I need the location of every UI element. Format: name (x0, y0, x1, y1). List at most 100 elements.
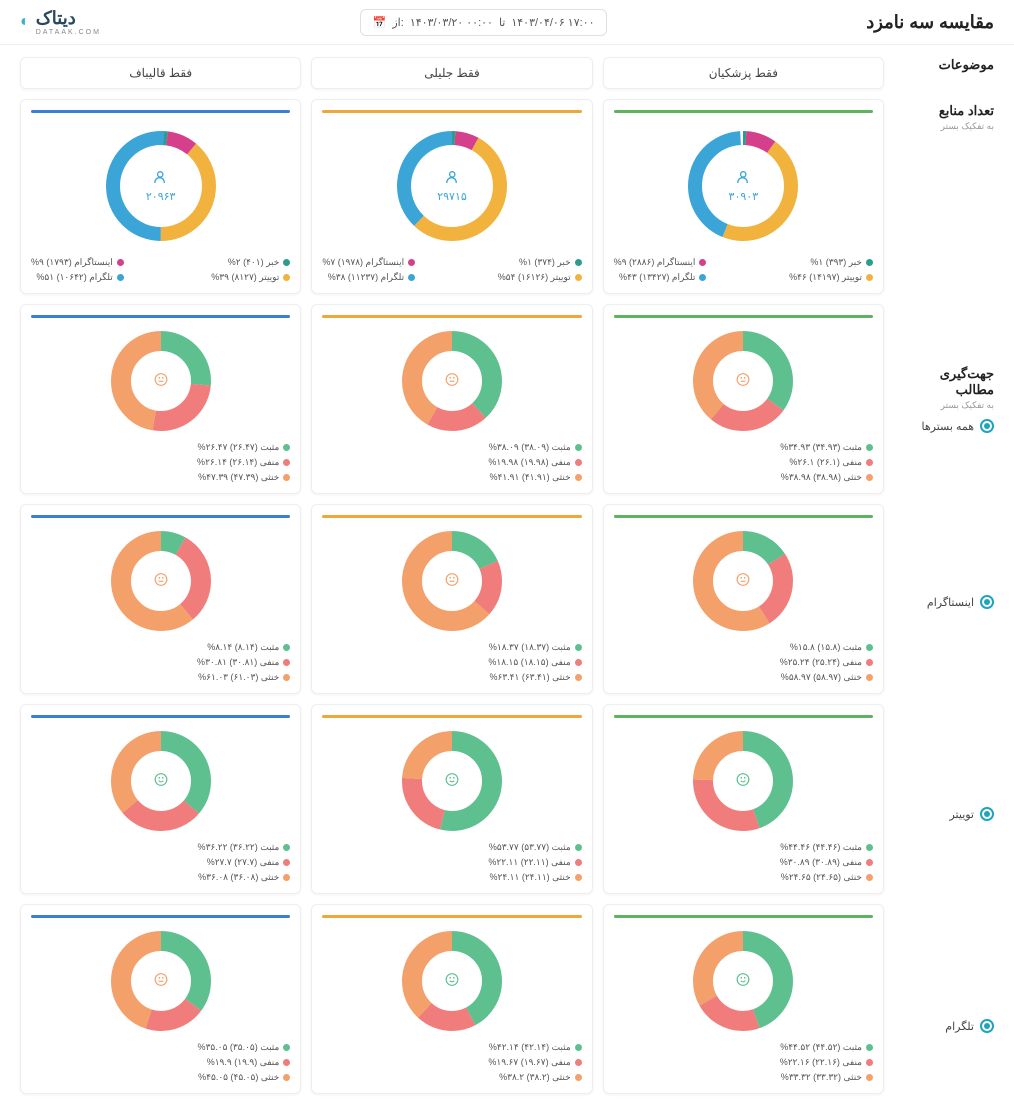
legend-dot-icon (575, 859, 582, 866)
donut-center (154, 573, 168, 590)
legend-dot-icon (283, 874, 290, 881)
legend-item: اینستاگرام (۱۷۹۳) ۹% (31, 257, 124, 268)
radio-instagram[interactable]: اینستاگرام (904, 595, 994, 609)
sentiment-row: مثبت (۱۵.۸) ۱۵.۸%منفی (۲۵.۲۴) ۲۵.۲۴%خنثی… (20, 504, 884, 694)
legend-text: مثبت (۳۶.۲۲) ۳۶.۲۲% (198, 842, 280, 853)
card-accent-bar (31, 715, 290, 718)
donut-wrap: ۲۹۷۱۵ (322, 121, 581, 251)
legend-item: خنثی (۳۶.۰۸) ۳۶.۰۸% (31, 872, 290, 883)
donut-wrap (322, 326, 581, 436)
legend: مثبت (۸.۱۴) ۸.۱۴%منفی (۳۰.۸۱) ۳۰.۸۱%خنثی… (31, 642, 290, 683)
person-icon (729, 169, 759, 188)
face-icon (445, 976, 459, 990)
legend: مثبت (۳۸.۰۹) ۳۸.۰۹%منفی (۱۹.۹۸) ۱۹.۹۸%خن… (322, 442, 581, 483)
legend-item: اینستاگرام (۲۸۸۶) ۹% (614, 257, 707, 268)
donut-center (445, 773, 459, 790)
legend-dot-icon (283, 1059, 290, 1066)
legend-text: خنثی (۴۱.۹۱) ۴۱.۹۱% (489, 472, 570, 483)
radio-twitter[interactable]: توییتر (904, 807, 994, 821)
legend: خبر (۴۰۱) ۲% توییتر (۸۱۲۷) ۳۹% اینستاگرام… (31, 257, 290, 283)
legend-item: توییتر (۸۱۲۷) ۳۹% (211, 272, 290, 283)
legend-dot-icon (866, 1044, 873, 1051)
radio-all[interactable]: همه بسترها (904, 419, 994, 433)
legend-item: مثبت (۴۲.۱۴) ۴۲.۱۴% (322, 1042, 581, 1053)
legend-item: منفی (۲۶.۱) ۲۶.۱% (614, 457, 873, 468)
legend-item: خنثی (۲۴.۱۱) ۲۴.۱۱% (322, 872, 581, 883)
legend-text: خبر (۴۰۱) ۲% (228, 257, 280, 268)
date-range[interactable]: 📅 از: ۱۴۰۳/۰۳/۲۰ ۰۰:۰۰ تا ۱۴۰۳/۰۴/۰۶ ۱۷:… (360, 9, 608, 36)
radio-telegram[interactable]: تلگرام (904, 1019, 994, 1033)
calendar-icon: 📅 (373, 16, 387, 29)
legend-dot-icon (283, 659, 290, 666)
legend: خبر (۳۷۴) ۱%توییتر (۱۶۱۲۶) ۵۴% اینستاگرا… (322, 257, 581, 283)
sentiment-card: مثبت (۳۴.۹۳) ۳۴.۹۳%منفی (۲۶.۱) ۲۶.۱%خنثی… (603, 304, 884, 494)
legend-dot-icon (575, 459, 582, 466)
face-icon (736, 376, 750, 390)
legend-dot-icon (699, 274, 706, 281)
card-accent-bar (322, 915, 581, 918)
legend-dot-icon (283, 459, 290, 466)
legend-dot-icon (117, 259, 124, 266)
sentiment-row: مثبت (۳۴.۹۳) ۳۴.۹۳%منفی (۲۶.۱) ۲۶.۱%خنثی… (20, 304, 884, 494)
legend-item: منفی (۱۹.۶۷) ۱۹.۶۷% (322, 1057, 581, 1068)
sentiment-row: مثبت (۴۴.۴۶) ۴۴.۴۶%منفی (۳۰.۸۹) ۳۰.۸۹%خن… (20, 704, 884, 894)
sentiment-card: مثبت (۳۵.۰۵) ۳۵.۰۵%منفی (۱۹.۹) ۱۹.۹%خنثی… (20, 904, 301, 1094)
card-accent-bar (322, 110, 581, 113)
page-title: مقایسه سه نامزد (866, 12, 994, 33)
card-accent-bar (31, 515, 290, 518)
sentiment-card: مثبت (۳۶.۲۲) ۳۶.۲۲% منفی (۲۷.۷) ۲۷.۷% خنثی… (20, 704, 301, 894)
sentiment-card: مثبت (۴۴.۵۲) ۴۴.۵۲%منفی (۲۲.۱۶) ۲۲.۱۶%خن… (603, 904, 884, 1094)
source-total: ۳۰۹۰۳ (729, 190, 759, 203)
card-accent-bar (614, 110, 873, 113)
legend-text: مثبت (۸.۱۴) ۸.۱۴% (207, 642, 279, 653)
donut-center: ۳۰۹۰۳ (729, 169, 759, 203)
sentiment-card: مثبت (۱۸.۳۷) ۱۸.۳۷%منفی (۱۸.۱۵) ۱۸.۱۵%خن… (311, 504, 592, 694)
sentiment-row: مثبت (۴۴.۵۲) ۴۴.۵۲%منفی (۲۲.۱۶) ۲۲.۱۶%خن… (20, 904, 884, 1094)
legend-item: خنثی (۴۱.۹۱) ۴۱.۹۱% (322, 472, 581, 483)
legend-dot-icon (866, 874, 873, 881)
legend-dot-icon (699, 259, 706, 266)
face-icon (445, 576, 459, 590)
donut-wrap (31, 526, 290, 636)
legend-item: خنثی (۲۴.۶۵) ۲۴.۶۵% (614, 872, 873, 883)
grid: فقط پزشکیانفقط جلیلیفقط قالیباف ۳۰۹۰۳ خب… (20, 57, 884, 1104)
legend-text: توییتر (۸۱۲۷) ۳۹% (211, 272, 279, 283)
donut-center (736, 373, 750, 390)
legend: مثبت (۳۵.۰۵) ۳۵.۰۵%منفی (۱۹.۹) ۱۹.۹%خنثی… (31, 1042, 290, 1083)
legend-item: خنثی (۴۵.۰۵) ۴۵.۰۵% (31, 1072, 290, 1083)
legend-text: خنثی (۴۷.۳۹) ۴۷.۳۹% (198, 472, 279, 483)
donut-center: ۲۰۹۶۳ (146, 169, 176, 203)
card-accent-bar (322, 715, 581, 718)
legend-dot-icon (575, 1044, 582, 1051)
legend-text: منفی (۲۷.۷) ۲۷.۷% (207, 857, 280, 868)
legend-text: تلگرام (۱۰۶۴۲) ۵۱% (36, 272, 112, 283)
legend-dot-icon (117, 274, 124, 281)
source-total: ۲۹۷۱۵ (437, 190, 467, 203)
legend-text: مثبت (۴۴.۴۶) ۴۴.۴۶% (780, 842, 862, 853)
legend-item: مثبت (۸.۱۴) ۸.۱۴% (31, 642, 290, 653)
legend-item: خنثی (۳۸.۹۸) ۳۸.۹۸% (614, 472, 873, 483)
header: مقایسه سه نامزد 📅 از: ۱۴۰۳/۰۳/۲۰ ۰۰:۰۰ ت… (0, 0, 1014, 45)
legend-dot-icon (283, 259, 290, 266)
legend-dot-icon (283, 274, 290, 281)
legend: مثبت (۵۳.۷۷) ۵۳.۷۷%منفی (۲۲.۱۱) ۲۲.۱۱%خن… (322, 842, 581, 883)
legend-item: تلگرام (۱۳۴۲۷) ۴۳% (614, 272, 707, 283)
logo: ◐ دیتاک DATAAK.COM (20, 8, 101, 36)
donut-wrap (31, 326, 290, 436)
card-accent-bar (31, 315, 290, 318)
legend-text: خنثی (۶۳.۴۱) ۶۳.۴۱% (489, 672, 570, 683)
legend-text: مثبت (۲۶.۴۷) ۲۶.۴۷% (198, 442, 280, 453)
card-accent-bar (322, 315, 581, 318)
legend-item: مثبت (۴۴.۵۲) ۴۴.۵۲% (614, 1042, 873, 1053)
side-sources-sub: به تفکیک بستر (904, 121, 994, 132)
legend-dot-icon (575, 844, 582, 851)
legend-item: منفی (۱۸.۱۵) ۱۸.۱۵% (322, 657, 581, 668)
legend-item: خنثی (۳۳.۳۲) ۳۳.۳۲% (614, 1072, 873, 1083)
donut-center (445, 573, 459, 590)
sentiment-card: مثبت (۳۸.۰۹) ۳۸.۰۹%منفی (۱۹.۹۸) ۱۹.۹۸%خن… (311, 304, 592, 494)
legend-text: توییتر (۱۴۱۹۷) ۴۶% (789, 272, 862, 283)
legend-item: تلگرام (۱۰۶۴۲) ۵۱% (31, 272, 124, 283)
radio-dot-icon (980, 1019, 994, 1033)
legend-item: خنثی (۴۷.۳۹) ۴۷.۳۹% (31, 472, 290, 483)
legend-dot-icon (866, 644, 873, 651)
